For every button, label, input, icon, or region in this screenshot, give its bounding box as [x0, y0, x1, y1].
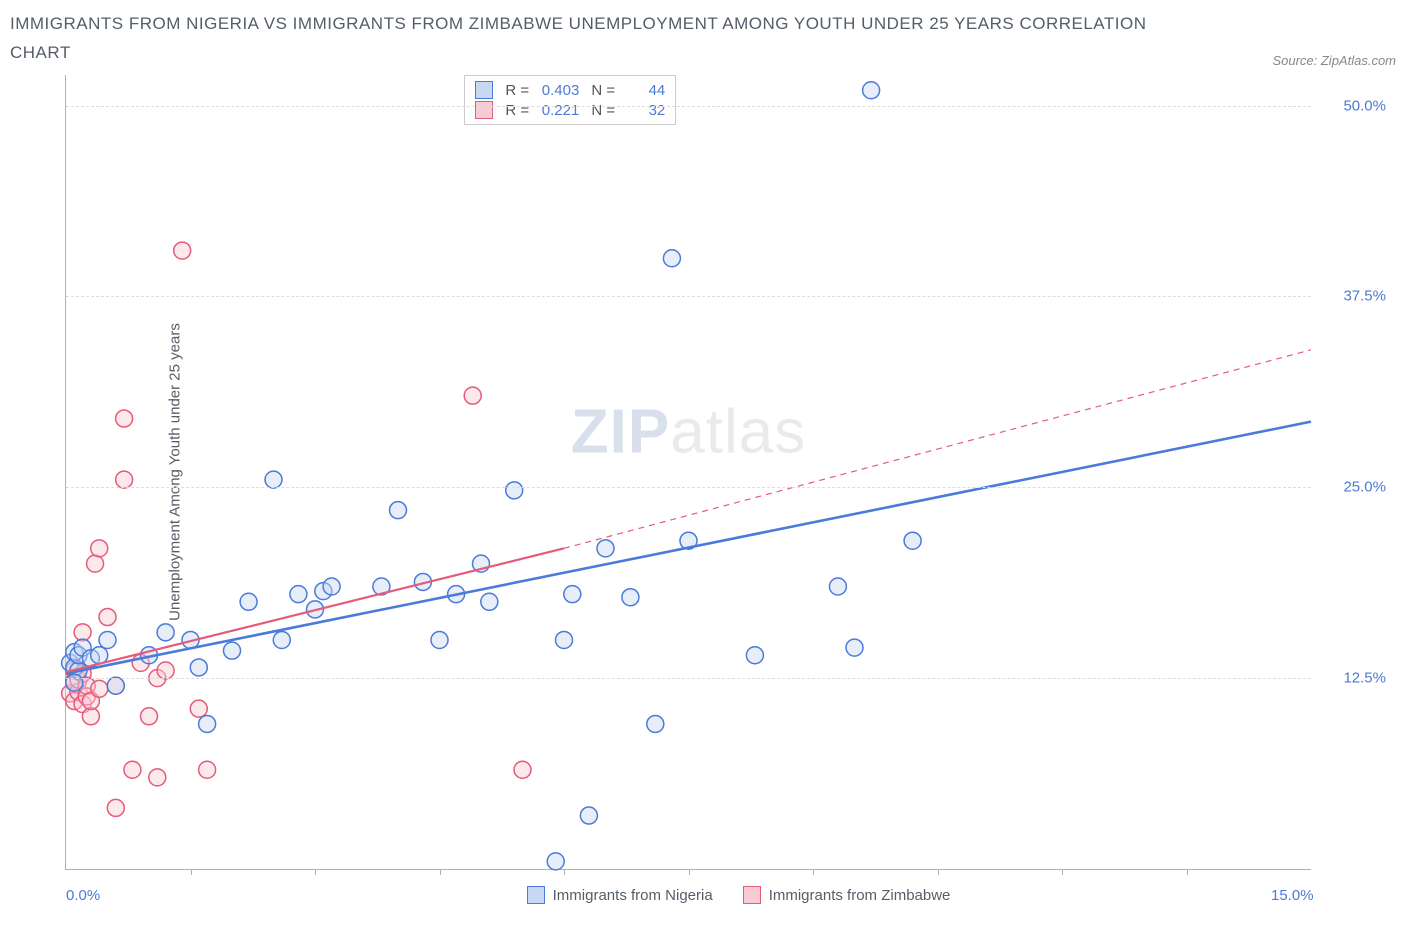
- data-point: [514, 761, 531, 778]
- data-point: [224, 642, 241, 659]
- data-point: [390, 502, 407, 519]
- gridline: [66, 487, 1311, 488]
- series-legend: Immigrants from Nigeria Immigrants from …: [527, 886, 951, 904]
- data-point: [157, 624, 174, 641]
- data-point: [746, 647, 763, 664]
- xtick: [315, 869, 316, 875]
- data-point: [323, 578, 340, 595]
- data-point: [464, 387, 481, 404]
- scatter-svg: [66, 75, 1311, 869]
- data-point: [547, 853, 564, 870]
- xtick: [440, 869, 441, 875]
- plot-area: Unemployment Among Youth under 25 years …: [65, 75, 1311, 870]
- data-point: [622, 589, 639, 606]
- data-point: [116, 471, 133, 488]
- data-point: [199, 715, 216, 732]
- trend-line: [564, 350, 1311, 549]
- swatch-nigeria-icon: [527, 886, 545, 904]
- xtick: [564, 869, 565, 875]
- data-point: [87, 555, 104, 572]
- data-point: [904, 532, 921, 549]
- data-point: [116, 410, 133, 427]
- legend-label: Immigrants from Zimbabwe: [769, 887, 951, 904]
- data-point: [157, 662, 174, 679]
- legend-item-nigeria: Immigrants from Nigeria: [527, 886, 713, 904]
- ytick-label: 12.5%: [1321, 670, 1386, 687]
- data-point: [556, 631, 573, 648]
- data-point: [597, 540, 614, 557]
- chart-title: IMMIGRANTS FROM NIGERIA VS IMMIGRANTS FR…: [10, 10, 1160, 68]
- data-point: [190, 700, 207, 717]
- xtick: [689, 869, 690, 875]
- data-point: [846, 639, 863, 656]
- data-point: [107, 799, 124, 816]
- swatch-zimbabwe-icon: [743, 886, 761, 904]
- ytick-label: 25.0%: [1321, 479, 1386, 496]
- data-point: [481, 593, 498, 610]
- data-point: [431, 631, 448, 648]
- data-point: [265, 471, 282, 488]
- xtick: [1187, 869, 1188, 875]
- data-point: [863, 82, 880, 99]
- data-point: [149, 769, 166, 786]
- gridline: [66, 106, 1311, 107]
- data-point: [199, 761, 216, 778]
- data-point: [580, 807, 597, 824]
- data-point: [91, 540, 108, 557]
- data-point: [506, 482, 523, 499]
- legend-item-zimbabwe: Immigrants from Zimbabwe: [743, 886, 951, 904]
- data-point: [74, 624, 91, 641]
- source-attribution: Source: ZipAtlas.com: [1272, 53, 1396, 68]
- ytick-label: 50.0%: [1321, 97, 1386, 114]
- xtick: [938, 869, 939, 875]
- data-point: [647, 715, 664, 732]
- xtick: [191, 869, 192, 875]
- data-point: [99, 609, 116, 626]
- legend-label: Immigrants from Nigeria: [553, 887, 713, 904]
- gridline: [66, 678, 1311, 679]
- data-point: [82, 708, 99, 725]
- xaxis-label: 15.0%: [1271, 887, 1314, 904]
- data-point: [663, 250, 680, 267]
- data-point: [174, 242, 191, 259]
- data-point: [240, 593, 257, 610]
- data-point: [564, 586, 581, 603]
- data-point: [124, 761, 141, 778]
- xtick: [1062, 869, 1063, 875]
- ytick-label: 37.5%: [1321, 288, 1386, 305]
- data-point: [66, 674, 83, 691]
- data-point: [107, 677, 124, 694]
- data-point: [99, 631, 116, 648]
- gridline: [66, 296, 1311, 297]
- trend-line: [66, 422, 1311, 674]
- data-point: [190, 659, 207, 676]
- data-point: [829, 578, 846, 595]
- xaxis-label: 0.0%: [66, 887, 100, 904]
- data-point: [273, 631, 290, 648]
- chart-container: IMMIGRANTS FROM NIGERIA VS IMMIGRANTS FR…: [10, 10, 1396, 920]
- data-point: [91, 680, 108, 697]
- data-point: [290, 586, 307, 603]
- data-point: [141, 708, 158, 725]
- xtick: [813, 869, 814, 875]
